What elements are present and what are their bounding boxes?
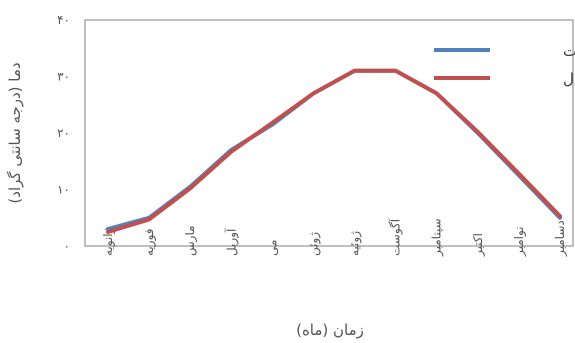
x-tick-label: سپتامبر (430, 218, 445, 257)
x-axis-title: زمان (ماه) (296, 321, 364, 339)
y-tick-label: ۱۰ (57, 183, 70, 197)
x-tick-label: ژوئن (306, 232, 321, 256)
series-line-1 (106, 68, 562, 234)
x-tick-label: ژوئیه (348, 231, 363, 256)
x-tick-label: می (265, 240, 279, 256)
series-lines (106, 68, 562, 234)
plot-area-frame (84, 19, 574, 247)
x-tick-label: نوامبر (512, 226, 527, 257)
y-tick-label: ۰ (64, 239, 70, 253)
y-tick-label: ۲۰ (57, 126, 70, 140)
x-tick-label: آوریل (223, 228, 239, 256)
series-line-0 (106, 68, 562, 232)
x-tick-label: مارس (183, 225, 198, 256)
x-tick-label: فوریه (142, 228, 157, 256)
y-tick-label: ۳۰ (57, 70, 70, 84)
x-tick-label: ژانویه (101, 227, 116, 256)
y-tick-label: ۴۰ (57, 13, 70, 27)
x-axis-ticks: ژانویه فوریه مارس آوریل می ژوئن ژوئیه آگوست سپتا… (101, 218, 568, 257)
legend-label-model: مدل (563, 70, 575, 88)
x-tick-label: اکتبر (471, 233, 486, 257)
y-axis-ticks: ۰ ۱۰ ۲۰ ۳۰ ۴۰ (57, 13, 70, 253)
y-axis-title: دما (درجه سانتی گراد) (6, 62, 24, 203)
legend-label-observations: مشاهدات (563, 42, 575, 60)
x-tick-label: دسامبر (553, 220, 568, 257)
x-tick-label: آگوست (388, 218, 404, 256)
legend: مشاهدات مدل (434, 42, 575, 88)
